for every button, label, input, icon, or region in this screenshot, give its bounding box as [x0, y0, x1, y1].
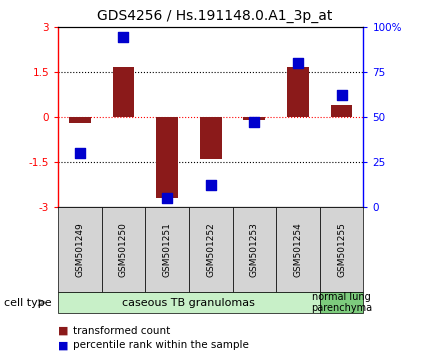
Text: GSM501253: GSM501253: [250, 222, 259, 277]
Text: transformed count: transformed count: [73, 326, 170, 336]
Point: [77, 150, 83, 156]
Text: ■: ■: [58, 326, 68, 336]
Bar: [113, 67, 134, 117]
Point: [120, 35, 127, 40]
Bar: [331, 105, 353, 117]
Point: [251, 119, 258, 125]
Text: normal lung
parenchyma: normal lung parenchyma: [311, 292, 372, 314]
Text: cell type: cell type: [4, 298, 52, 308]
Text: percentile rank within the sample: percentile rank within the sample: [73, 340, 249, 350]
Text: GSM501250: GSM501250: [119, 222, 128, 277]
Bar: [156, 117, 178, 198]
Text: GSM501251: GSM501251: [163, 222, 172, 277]
Point: [164, 195, 171, 201]
Text: ■: ■: [58, 340, 68, 350]
Bar: [287, 67, 309, 117]
Text: caseous TB granulomas: caseous TB granulomas: [123, 298, 255, 308]
Text: GSM501252: GSM501252: [206, 222, 215, 277]
Bar: [200, 117, 221, 159]
Text: GDS4256 / Hs.191148.0.A1_3p_at: GDS4256 / Hs.191148.0.A1_3p_at: [97, 9, 333, 23]
Point: [295, 60, 301, 65]
Point: [207, 183, 214, 188]
Bar: [243, 117, 265, 120]
Point: [338, 92, 345, 98]
Bar: [69, 117, 91, 123]
Text: GSM501255: GSM501255: [337, 222, 346, 277]
Text: GSM501249: GSM501249: [75, 222, 84, 277]
Text: GSM501254: GSM501254: [293, 222, 302, 277]
